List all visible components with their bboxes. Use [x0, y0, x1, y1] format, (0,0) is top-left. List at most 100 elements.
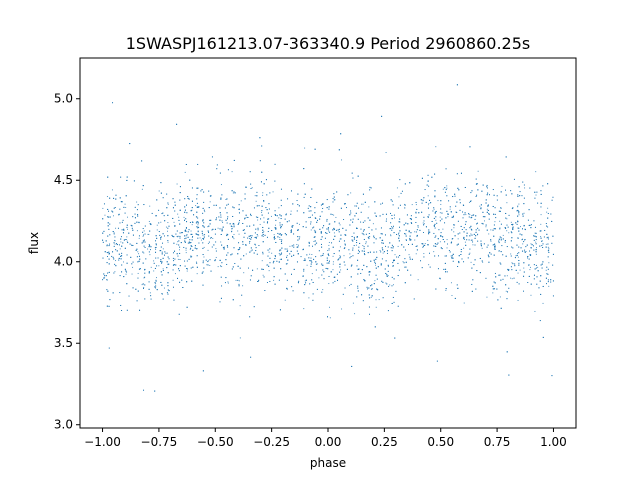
data-point	[369, 251, 371, 253]
data-point	[119, 208, 121, 210]
data-point	[515, 269, 517, 271]
data-point	[262, 253, 264, 255]
data-point	[176, 183, 178, 185]
data-point	[500, 207, 502, 209]
data-point	[405, 235, 407, 237]
data-point	[184, 235, 186, 237]
data-point	[220, 233, 222, 235]
data-point	[494, 213, 496, 215]
data-point	[387, 246, 389, 248]
data-point	[338, 222, 340, 224]
data-point	[471, 239, 473, 241]
data-point	[315, 269, 317, 271]
data-point	[143, 245, 145, 247]
data-point	[522, 238, 524, 240]
data-point	[289, 253, 291, 255]
data-point	[257, 219, 259, 221]
data-point	[396, 256, 398, 258]
data-point	[380, 227, 382, 229]
data-point	[138, 268, 140, 270]
data-point	[183, 246, 185, 248]
data-point	[548, 247, 550, 249]
data-point	[112, 215, 114, 217]
data-point	[363, 253, 365, 255]
data-point	[319, 228, 321, 230]
data-point	[365, 233, 367, 235]
data-point	[167, 285, 169, 287]
data-point	[449, 251, 451, 253]
data-point	[250, 183, 252, 185]
data-point	[524, 239, 525, 241]
data-point	[367, 252, 369, 254]
data-point	[288, 220, 290, 222]
data-point	[251, 235, 253, 237]
data-point	[464, 241, 466, 243]
data-point	[166, 267, 168, 269]
data-point	[287, 198, 289, 200]
data-point	[461, 258, 463, 260]
data-point	[434, 236, 436, 238]
data-point	[132, 229, 134, 231]
data-point	[118, 257, 120, 259]
data-point	[494, 245, 496, 247]
data-point	[235, 279, 237, 281]
data-point	[416, 245, 418, 247]
data-point	[405, 233, 407, 235]
data-point	[505, 255, 507, 257]
data-point	[144, 276, 146, 278]
data-point	[273, 276, 275, 278]
data-point	[500, 207, 502, 209]
data-point	[255, 250, 257, 252]
data-point	[342, 293, 344, 295]
data-point	[113, 239, 115, 241]
data-point	[368, 306, 370, 308]
data-point	[191, 233, 193, 235]
data-point	[443, 268, 445, 270]
data-point	[262, 232, 264, 234]
data-point	[434, 195, 436, 197]
data-point	[129, 143, 131, 145]
data-point	[356, 239, 358, 241]
data-point	[466, 235, 468, 237]
data-point	[303, 270, 305, 272]
data-point	[386, 250, 388, 252]
data-point	[182, 287, 184, 288]
data-point	[207, 264, 209, 266]
data-point	[533, 220, 535, 222]
data-point	[107, 272, 109, 274]
data-point	[155, 240, 157, 242]
data-point	[393, 259, 395, 261]
data-point	[464, 223, 466, 225]
data-point	[440, 208, 442, 210]
data-point	[216, 164, 218, 166]
data-point	[373, 259, 375, 261]
data-point	[479, 272, 481, 274]
data-point	[505, 194, 507, 196]
data-point	[338, 231, 340, 233]
data-point	[333, 232, 335, 234]
data-point	[176, 243, 178, 245]
data-point	[308, 217, 310, 219]
data-point	[201, 230, 203, 232]
data-point	[273, 267, 275, 269]
data-point	[393, 214, 395, 216]
data-point	[419, 229, 421, 231]
data-point	[364, 201, 366, 203]
data-point	[380, 203, 382, 205]
data-point	[303, 259, 305, 261]
data-point	[398, 238, 400, 240]
data-point	[407, 223, 409, 225]
data-point	[191, 245, 193, 247]
data-point	[518, 212, 520, 214]
data-point	[508, 214, 510, 216]
data-point	[523, 241, 525, 243]
data-point	[312, 245, 314, 247]
data-point	[144, 298, 146, 300]
data-point	[150, 295, 152, 297]
data-point	[172, 207, 174, 209]
data-point	[203, 267, 205, 269]
data-point	[179, 232, 181, 234]
data-point	[109, 216, 111, 218]
data-point	[374, 280, 376, 282]
data-point	[350, 210, 352, 212]
